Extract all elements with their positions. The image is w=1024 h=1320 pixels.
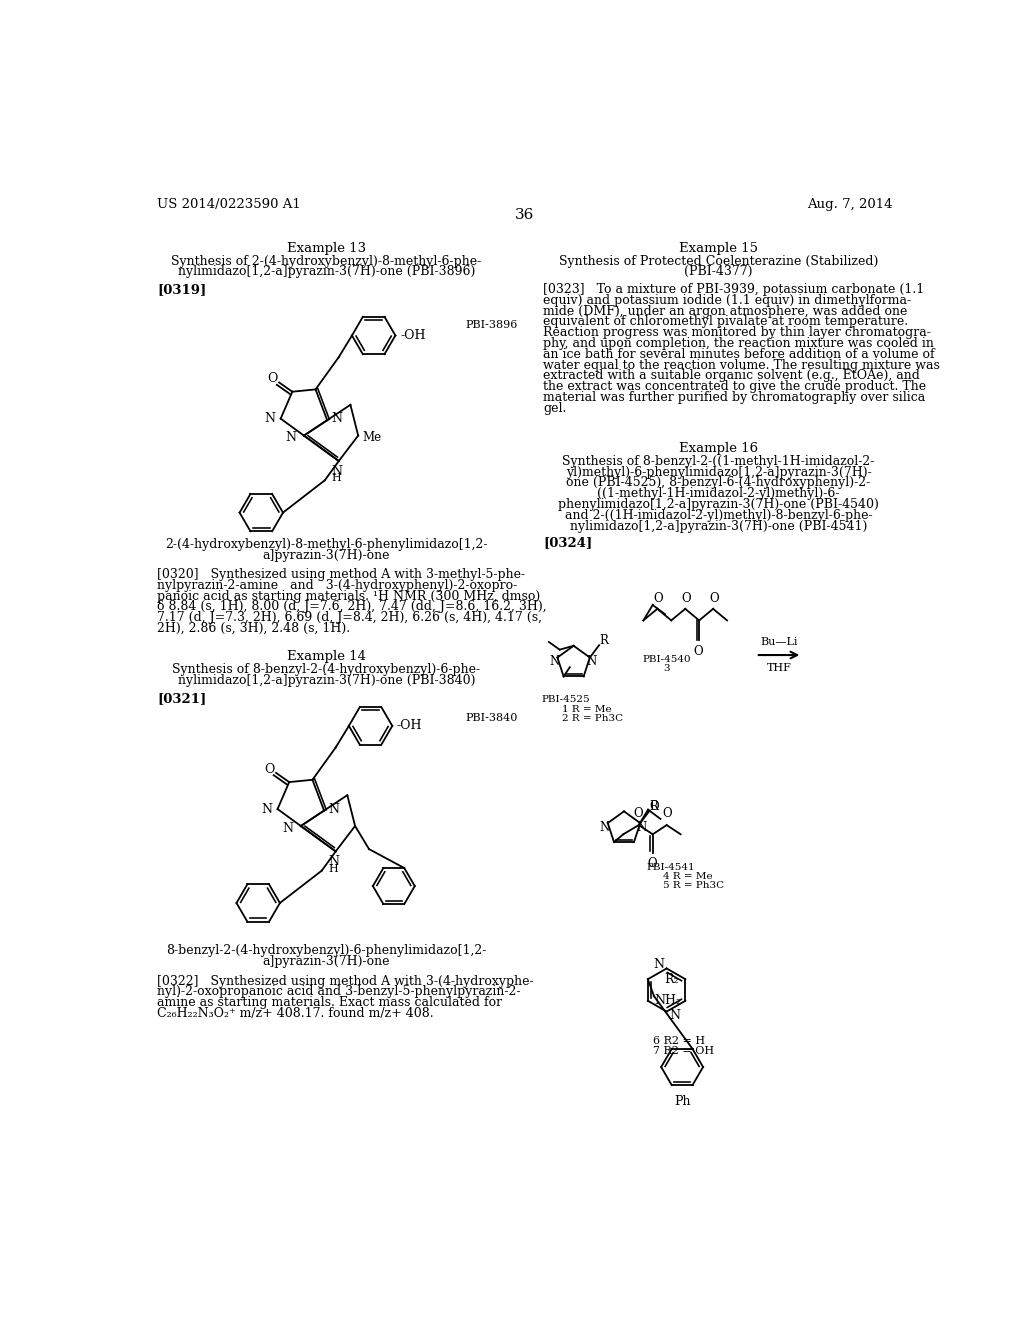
Text: equivalent of chloromethyl pivalate at room temperature.: equivalent of chloromethyl pivalate at r…	[544, 315, 908, 329]
Text: PBI-3896: PBI-3896	[466, 321, 518, 330]
Text: R: R	[599, 634, 608, 647]
Text: nylpyrazin-2-amine   and   3-(4-hydroxyphenyl)-2-oxopro-: nylpyrazin-2-amine and 3-(4-hydroxypheny…	[158, 579, 518, 591]
Text: Example 14: Example 14	[287, 649, 366, 663]
Text: N: N	[328, 855, 339, 869]
Text: O: O	[267, 372, 279, 385]
Text: N: N	[653, 958, 665, 970]
Text: nylimidazo[1,2-a]pyrazin-3(7H)-one (PBI-3896): nylimidazo[1,2-a]pyrazin-3(7H)-one (PBI-…	[178, 265, 475, 279]
Text: O: O	[693, 645, 703, 659]
Text: -OH: -OH	[400, 329, 426, 342]
Text: N: N	[331, 412, 342, 425]
Text: 2 R = Ph3C: 2 R = Ph3C	[562, 714, 624, 723]
Text: C₂₆H₂₂N₃O₂⁺ m/z+ 408.17. found m/z+ 408.: C₂₆H₂₂N₃O₂⁺ m/z+ 408.17. found m/z+ 408.	[158, 1007, 434, 1020]
Text: amine as starting materials. Exact mass calculated for: amine as starting materials. Exact mass …	[158, 997, 503, 1010]
Text: a]pyrazin-3(7H)-one: a]pyrazin-3(7H)-one	[262, 954, 390, 968]
Text: 7.17 (d, J=7.3, 2H), 6.69 (d, J=8.4, 2H), 6.26 (s, 4H), 4.17 (s,: 7.17 (d, J=7.3, 2H), 6.69 (d, J=8.4, 2H)…	[158, 611, 543, 624]
Text: equiv) and potassium iodide (1.1 equiv) in dimethylforma-: equiv) and potassium iodide (1.1 equiv) …	[544, 294, 911, 308]
Text: extracted with a suitable organic solvent (e.g., EtOAe), and: extracted with a suitable organic solven…	[544, 370, 921, 383]
Text: panoic acid as starting materials. ¹H NMR (300 MHz, dmso): panoic acid as starting materials. ¹H NM…	[158, 590, 541, 603]
Text: Synthesis of 2-(4-hydroxybenzyl)-8-methyl-6-phe-: Synthesis of 2-(4-hydroxybenzyl)-8-methy…	[171, 255, 481, 268]
Text: N: N	[587, 655, 597, 668]
Text: 1 R = Me: 1 R = Me	[562, 705, 611, 714]
Text: US 2014/0223590 A1: US 2014/0223590 A1	[158, 198, 301, 211]
Text: Aug. 7, 2014: Aug. 7, 2014	[807, 198, 892, 211]
Text: PBI-3840: PBI-3840	[466, 713, 518, 723]
Text: PBI-4541: PBI-4541	[646, 863, 695, 873]
Text: N: N	[549, 655, 559, 668]
Text: phenylimidazo[1,2-a]pyrazin-3(7H)-one (PBI-4540): phenylimidazo[1,2-a]pyrazin-3(7H)-one (P…	[558, 498, 879, 511]
Text: N: N	[637, 821, 647, 834]
Text: phy, and upon completion, the reaction mixture was cooled in: phy, and upon completion, the reaction m…	[544, 337, 934, 350]
Text: and 2-((1H-imidazol-2-yl)methyl)-8-benzyl-6-phe-: and 2-((1H-imidazol-2-yl)methyl)-8-benzy…	[565, 508, 872, 521]
Text: Ph: Ph	[674, 1096, 690, 1109]
Text: O: O	[633, 808, 643, 821]
Text: PBI-4525: PBI-4525	[542, 696, 590, 704]
Text: H: H	[332, 474, 341, 483]
Text: O: O	[663, 808, 673, 821]
Text: [0322]   Synthesized using method A with 3-(4-hydroxyphe-: [0322] Synthesized using method A with 3…	[158, 974, 535, 987]
Text: an ice bath for several minutes before addition of a volume of: an ice bath for several minutes before a…	[544, 348, 935, 360]
Text: -OH: -OH	[397, 719, 423, 733]
Text: 7 R2 = OH: 7 R2 = OH	[652, 1047, 714, 1056]
Text: NH₂: NH₂	[654, 994, 681, 1007]
Text: N: N	[669, 1010, 680, 1022]
Text: 6 R2 = H: 6 R2 = H	[652, 1036, 705, 1047]
Text: N: N	[264, 412, 275, 425]
Text: N: N	[285, 432, 296, 445]
Text: H: H	[329, 863, 338, 874]
Text: O: O	[649, 800, 659, 813]
Text: N: N	[261, 803, 272, 816]
Text: N: N	[282, 822, 293, 834]
Text: N: N	[328, 803, 339, 816]
Text: nylimidazo[1,2-a]pyrazin-3(7H)-one (PBI-3840): nylimidazo[1,2-a]pyrazin-3(7H)-one (PBI-…	[177, 673, 475, 686]
Text: the extract was concentrated to give the crude product. The: the extract was concentrated to give the…	[544, 380, 927, 393]
Text: material was further purified by chromatography over silica: material was further purified by chromat…	[544, 391, 926, 404]
Text: mide (DMF), under an argon atmosphere, was added one: mide (DMF), under an argon atmosphere, w…	[544, 305, 907, 318]
Text: one (PBI-4525), 8-benzyl-6-(4-hydroxyphenyl)-2-: one (PBI-4525), 8-benzyl-6-(4-hydroxyphe…	[566, 477, 870, 490]
Text: δ 8.84 (s, 1H), 8.00 (d, J=7.6, 2H), 7.47 (dd, J=8.6, 16.2, 3H),: δ 8.84 (s, 1H), 8.00 (d, J=7.6, 2H), 7.4…	[158, 601, 547, 614]
Text: [0319]: [0319]	[158, 284, 207, 296]
Text: gel.: gel.	[544, 401, 566, 414]
Text: [0321]: [0321]	[158, 692, 207, 705]
Text: nyl)-2-oxopropanoic acid and 3-benzyl-5-phenylpyrazin-2-: nyl)-2-oxopropanoic acid and 3-benzyl-5-…	[158, 985, 521, 998]
Text: [0324]: [0324]	[544, 536, 593, 549]
Text: O: O	[653, 591, 663, 605]
Text: [0320]   Synthesized using method A with 3-methyl-5-phe-: [0320] Synthesized using method A with 3…	[158, 568, 525, 581]
Text: O: O	[264, 763, 275, 776]
Text: Synthesis of 8-benzyl-2-((1-methyl-1H-imidazol-2-: Synthesis of 8-benzyl-2-((1-methyl-1H-im…	[562, 455, 874, 467]
Text: Example 13: Example 13	[287, 242, 366, 255]
Text: a]pyrazin-3(7H)-one: a]pyrazin-3(7H)-one	[262, 549, 390, 562]
Text: Reaction progress was monitored by thin layer chromatogra-: Reaction progress was monitored by thin …	[544, 326, 931, 339]
Text: THF: THF	[767, 663, 792, 673]
Text: nylimidazo[1,2-a]pyrazin-3(7H)-one (PBI-4541): nylimidazo[1,2-a]pyrazin-3(7H)-one (PBI-…	[570, 520, 867, 532]
Text: O: O	[681, 591, 691, 605]
Text: 5 R = Ph3C: 5 R = Ph3C	[663, 882, 724, 891]
Text: N: N	[600, 821, 610, 834]
Text: water equal to the reaction volume. The resulting mixture was: water equal to the reaction volume. The …	[544, 359, 940, 372]
Text: 2H), 2.86 (s, 3H), 2.48 (s, 1H).: 2H), 2.86 (s, 3H), 2.48 (s, 1H).	[158, 622, 350, 635]
Text: R: R	[650, 800, 658, 813]
Text: Bu—Li: Bu—Li	[760, 638, 798, 647]
Text: Me: Me	[362, 430, 381, 444]
Text: 2-(4-hydroxybenzyl)-8-methyl-6-phenylimidazo[1,2-: 2-(4-hydroxybenzyl)-8-methyl-6-phenylimi…	[165, 539, 487, 550]
Text: yl)methyl)-6-phenylimidazo[1,2-a]pyrazin-3(7H)-: yl)methyl)-6-phenylimidazo[1,2-a]pyrazin…	[565, 466, 871, 479]
Text: Synthesis of 8-benzyl-2-(4-hydroxybenzyl)-6-phe-: Synthesis of 8-benzyl-2-(4-hydroxybenzyl…	[172, 663, 480, 676]
Text: 36: 36	[515, 209, 535, 223]
Text: O: O	[709, 591, 719, 605]
Text: Synthesis of Protected Coelenterazine (Stabilized): Synthesis of Protected Coelenterazine (S…	[559, 255, 879, 268]
Text: N: N	[331, 465, 342, 478]
Text: (PBI-4377): (PBI-4377)	[684, 265, 753, 279]
Text: O: O	[647, 858, 656, 870]
Text: 8-benzyl-2-(4-hydroxybenzyl)-6-phenylimidazo[1,2-: 8-benzyl-2-(4-hydroxybenzyl)-6-phenylimi…	[166, 944, 486, 957]
Text: 3: 3	[664, 664, 670, 673]
Text: Example 15: Example 15	[679, 242, 758, 255]
Text: Example 16: Example 16	[679, 442, 758, 455]
Text: R₂: R₂	[665, 973, 679, 986]
Text: PBI-4540: PBI-4540	[642, 655, 691, 664]
Text: ((1-methyl-1H-imidazol-2-yl)methyl)-6-: ((1-methyl-1H-imidazol-2-yl)methyl)-6-	[597, 487, 840, 500]
Text: [0323]   To a mixture of PBI-3939, potassium carbonate (1.1: [0323] To a mixture of PBI-3939, potassi…	[544, 284, 925, 296]
Text: 4 R = Me: 4 R = Me	[663, 873, 713, 882]
